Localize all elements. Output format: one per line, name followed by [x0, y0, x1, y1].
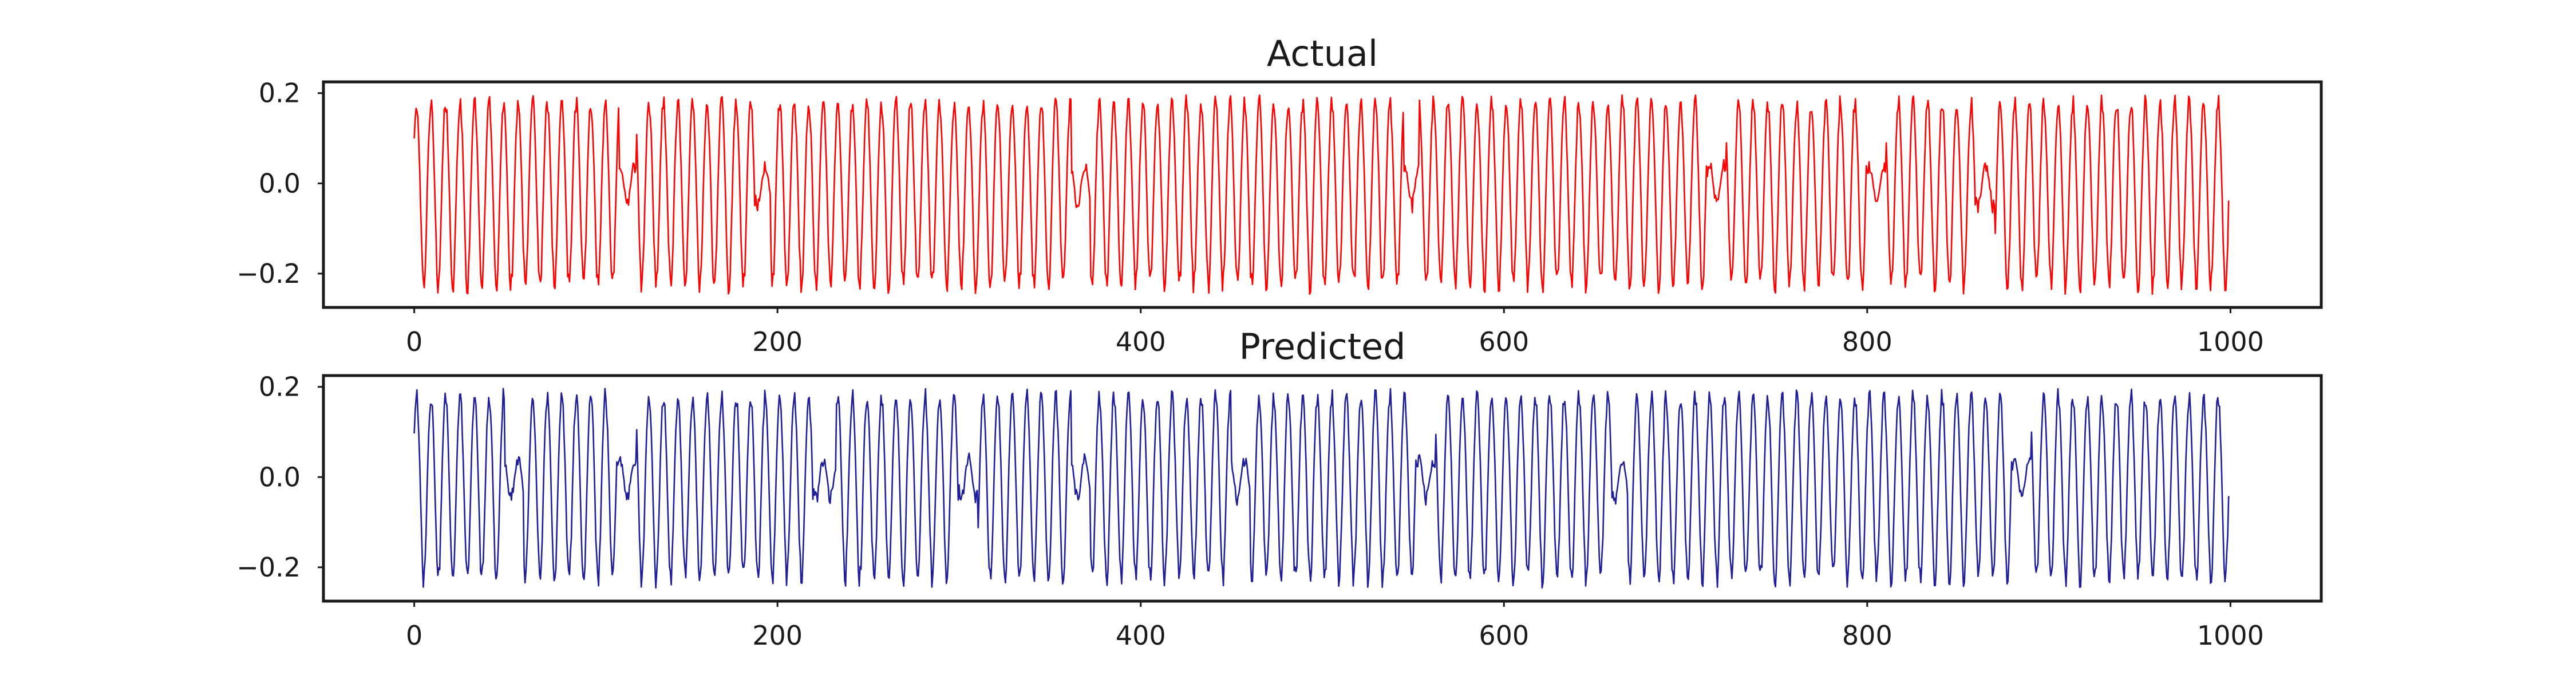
actual-title: Actual: [1267, 33, 1378, 74]
actual-x-tick-label: 200: [752, 326, 803, 357]
actual-y-tick-label: 0.0: [259, 168, 301, 199]
predicted-y-tick-label: −0.2: [236, 552, 301, 583]
actual-x-tick-label: 600: [1479, 326, 1529, 357]
actual-panel: Actual 0 200 400 600 800 1000 −0.2 0.0 0.2: [236, 33, 2323, 357]
predicted-x-tick-label: 0: [406, 620, 422, 651]
actual-y-tick-label: −0.2: [236, 258, 301, 289]
predicted-x-tick-label: 200: [752, 620, 803, 651]
actual-x-tick-label: 0: [406, 326, 422, 357]
predicted-y-tick-label: 0.2: [259, 372, 301, 402]
predicted-x-tick-label: 600: [1479, 620, 1529, 651]
predicted-panel: Predicted 0 200 400 600 800 1000 −0.2 0.0 0.2: [236, 326, 2323, 651]
actual-x-tick-label: 400: [1116, 326, 1166, 357]
predicted-x-tick-label: 1000: [2197, 620, 2264, 651]
actual-x-tick-label: 800: [1842, 326, 1893, 357]
predicted-title: Predicted: [1239, 326, 1405, 368]
actual-y-tick-label: 0.2: [259, 78, 301, 109]
actual-x-tick-label: 1000: [2197, 326, 2264, 357]
predicted-series-line: [413, 388, 2230, 589]
predicted-x-tick-label: 800: [1842, 620, 1893, 651]
predicted-x-tick-label: 400: [1116, 620, 1166, 651]
predicted-y-tick-label: 0.0: [259, 461, 301, 492]
actual-series-line: [413, 94, 2230, 295]
predicted-plot-frame: [322, 374, 2323, 603]
actual-plot-frame: [322, 80, 2323, 309]
